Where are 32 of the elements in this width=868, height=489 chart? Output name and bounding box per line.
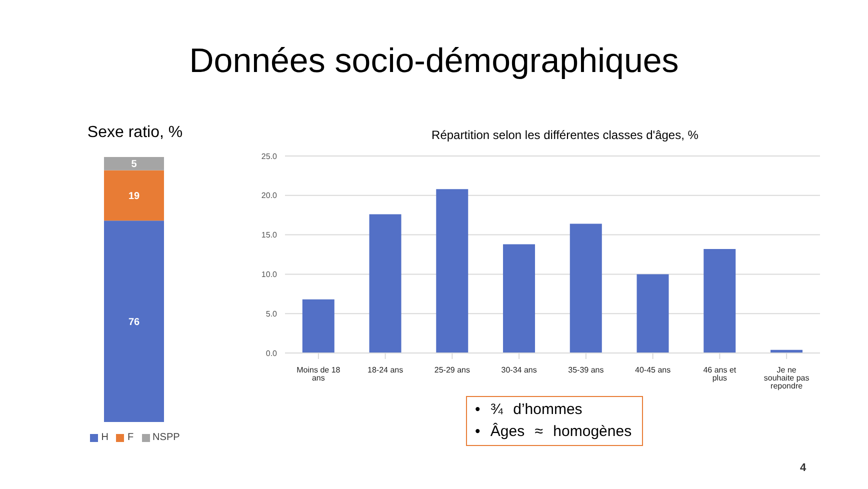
data-label: 5 [131, 159, 138, 170]
legend-label: F [127, 432, 134, 443]
x-tick-label: 46 ans et plus [703, 366, 737, 383]
text: Données socio-démographiques [188, 42, 680, 81]
x-tick-label: 25-29 ans [434, 366, 470, 375]
x-tick-label: Je ne souhaite pas repondre [764, 366, 810, 391]
x-tick-label: 30-34 ans [501, 366, 537, 375]
chart-title: Répartition selon les différentes classes d'âges, % [430, 128, 700, 144]
x-tick-label: 40-45 ans [635, 366, 671, 375]
text: 4 [800, 462, 806, 474]
x-tick-label: 18-24 ans [368, 366, 404, 375]
bar [636, 274, 669, 353]
y-tick-label: 25.0 [261, 152, 278, 161]
bar [302, 299, 334, 353]
chart-title: Sexe ratio, % [86, 124, 184, 143]
bar [369, 214, 402, 353]
y-tick-label: 20.0 [261, 191, 278, 200]
y-tick-label: 10.0 [261, 270, 278, 280]
y-tick-label: 5.0 [266, 309, 278, 318]
legend-label: H [101, 432, 108, 443]
legend-label: NSPP [152, 432, 180, 443]
y-tick-label: 15.0 [261, 230, 278, 240]
data-label: 76 [128, 316, 140, 328]
text-box: • ¾ d’hommes • Âges ≈ homogènes [466, 396, 643, 446]
data-label: 19 [128, 190, 140, 202]
bar [704, 248, 736, 353]
x-tick-label: 35-39 ans [568, 366, 604, 375]
bar [570, 224, 602, 353]
bar [436, 189, 468, 353]
y-tick-label: 0.0 [266, 348, 278, 358]
x-tick-label: Moins de 18 ans [296, 366, 341, 383]
bar [503, 244, 536, 353]
